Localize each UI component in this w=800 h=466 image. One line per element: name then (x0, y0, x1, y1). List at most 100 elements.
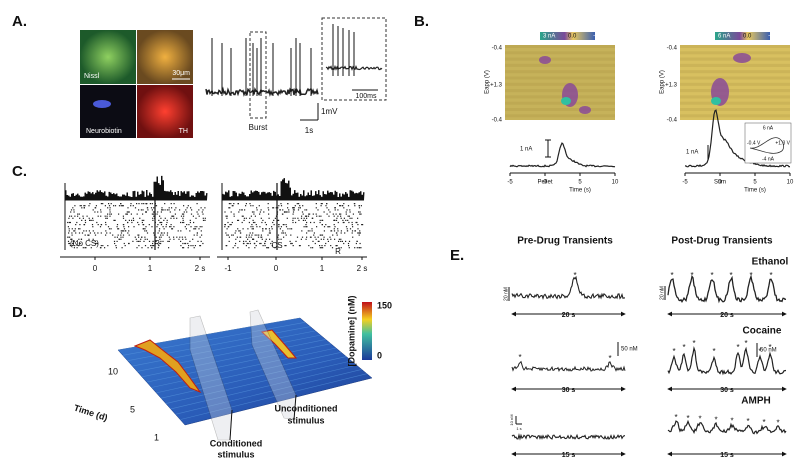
raster-dot (194, 245, 196, 247)
peak-marker: * (690, 271, 693, 280)
label: 1 nA (686, 150, 698, 156)
tick-label: 10 (108, 366, 118, 376)
burst-box (249, 31, 267, 119)
raster-dot (173, 203, 175, 205)
raster-dot (267, 247, 270, 249)
plane-edge (293, 394, 297, 421)
raster-dot (104, 247, 106, 249)
raster-dot (74, 215, 76, 217)
surface-ridge (141, 339, 326, 378)
raster-dot (190, 226, 192, 228)
raster-dot (201, 226, 203, 228)
raster-dot (312, 247, 314, 249)
raster-dot (97, 211, 99, 213)
label: 1 nA (520, 147, 532, 153)
color-plot-band (680, 51, 790, 55)
label: 1s (305, 126, 313, 135)
raster-dot (82, 217, 84, 219)
raster-dot (166, 209, 168, 211)
raster-dot (120, 230, 122, 232)
raster-dot (256, 234, 258, 236)
raster-dot (128, 211, 130, 213)
peak-marker: * (712, 347, 715, 356)
raster-dot (73, 247, 75, 249)
raster-dot (301, 236, 304, 238)
raster-dot (330, 238, 332, 240)
raster-dot (264, 245, 266, 247)
raster-dot (333, 219, 335, 221)
raster-dot (179, 236, 181, 238)
raster-dot (169, 211, 171, 213)
tick-label: 0 (377, 350, 382, 360)
surface-ridge (165, 360, 352, 404)
raster-dot (143, 219, 145, 221)
micrograph (137, 85, 193, 138)
raster-dot (317, 236, 319, 238)
raster-dot (294, 205, 296, 207)
raster-dot (173, 215, 175, 217)
raster-dot (282, 224, 284, 226)
raster-dot (121, 230, 123, 232)
raster-dot (228, 207, 230, 209)
color-plot-band (505, 57, 615, 61)
peak-marker: * (710, 271, 713, 280)
raster-dot (238, 230, 240, 232)
raster-dot (109, 211, 111, 213)
raster-dot (89, 232, 91, 234)
raster-dot (77, 215, 79, 217)
raster-dot (340, 213, 342, 215)
raster-dot (356, 221, 358, 224)
raster-dot (114, 219, 116, 221)
peak-marker: * (749, 271, 752, 280)
raster-dot (239, 232, 242, 234)
raster-dot (358, 232, 360, 234)
raster-dot (231, 221, 233, 224)
raster-dot (277, 219, 279, 221)
raster-dot (301, 230, 303, 232)
raster-dot (68, 242, 70, 245)
raster-dot (82, 215, 84, 217)
raster-dot (224, 211, 226, 213)
raster-dot (70, 209, 73, 211)
raster-dot (256, 207, 258, 209)
color-plot (505, 45, 615, 120)
raster-dot (73, 211, 75, 213)
raster-dot (251, 224, 253, 226)
raster-dot (183, 213, 185, 215)
raster-dot (144, 245, 147, 247)
raster-dot (245, 236, 247, 238)
raster-dot (117, 228, 119, 230)
raster-dot (173, 217, 175, 219)
raster-dot (109, 232, 111, 234)
raster-dot (153, 213, 155, 215)
raster-dot (354, 205, 356, 207)
raster-dot (99, 226, 102, 228)
raster-dot (182, 238, 184, 240)
scale-label: 20 nM (659, 286, 665, 300)
raster-dot (233, 213, 235, 215)
raster-dot (118, 228, 120, 230)
raster-dot (277, 207, 279, 209)
raster-dot (185, 228, 187, 230)
color-plot-band (680, 82, 790, 86)
raster-dot (136, 213, 138, 215)
raster-dot (249, 232, 251, 234)
raster-dot (334, 207, 336, 209)
raster-dot (115, 247, 117, 249)
raster-dot (163, 228, 165, 230)
raster-dot (174, 209, 176, 211)
raster-dot (347, 242, 350, 245)
raster-dot (114, 205, 117, 207)
raster-dot (264, 242, 266, 245)
raster-dot (92, 219, 94, 221)
label: [Dopamine] (nM) (346, 296, 356, 367)
raster-dot (141, 247, 143, 249)
raster-dot (345, 211, 347, 213)
tick-label: 0 (718, 180, 722, 186)
raster-dot (97, 232, 99, 234)
raster-dot (157, 211, 159, 213)
raster-dot (94, 232, 96, 234)
peak-marker: * (672, 347, 675, 356)
raster-dot (142, 213, 144, 215)
raster-dot (251, 234, 253, 236)
